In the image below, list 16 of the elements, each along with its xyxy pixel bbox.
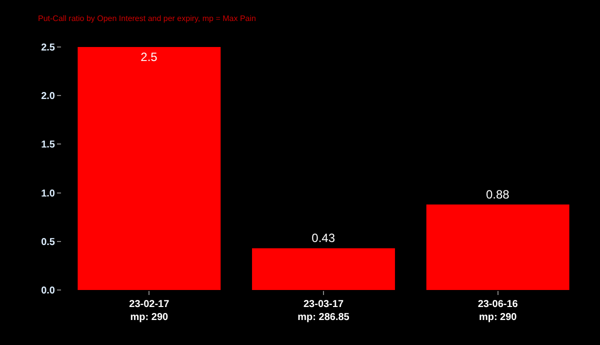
bar [252, 248, 395, 290]
y-tick-label: 2.5 [41, 42, 56, 54]
bar [78, 47, 221, 290]
y-tick-label: 1.0 [41, 188, 56, 200]
x-tick-label: 23-06-16 mp: 290 [478, 299, 518, 323]
bar [426, 204, 570, 290]
chart-subtitle: Put-Call ratio by Open Interest and per expiry, mp = Max Pain [38, 14, 256, 23]
y-tick-label: 1.5 [41, 140, 56, 151]
data-label: 0.43 [312, 231, 336, 246]
y-tick-label: 0.5 [41, 236, 56, 248]
y-tick-label: 0.0 [41, 286, 56, 296]
x-tick-label: 23-03-17 mp: 286.85 [298, 299, 350, 323]
data-label: 0.88 [486, 187, 510, 202]
data-label: 2.5 [140, 50, 158, 64]
y-tick-label: 2.0 [41, 91, 56, 102]
x-tick-label: 23-02-17 mp: 290 [129, 299, 170, 323]
